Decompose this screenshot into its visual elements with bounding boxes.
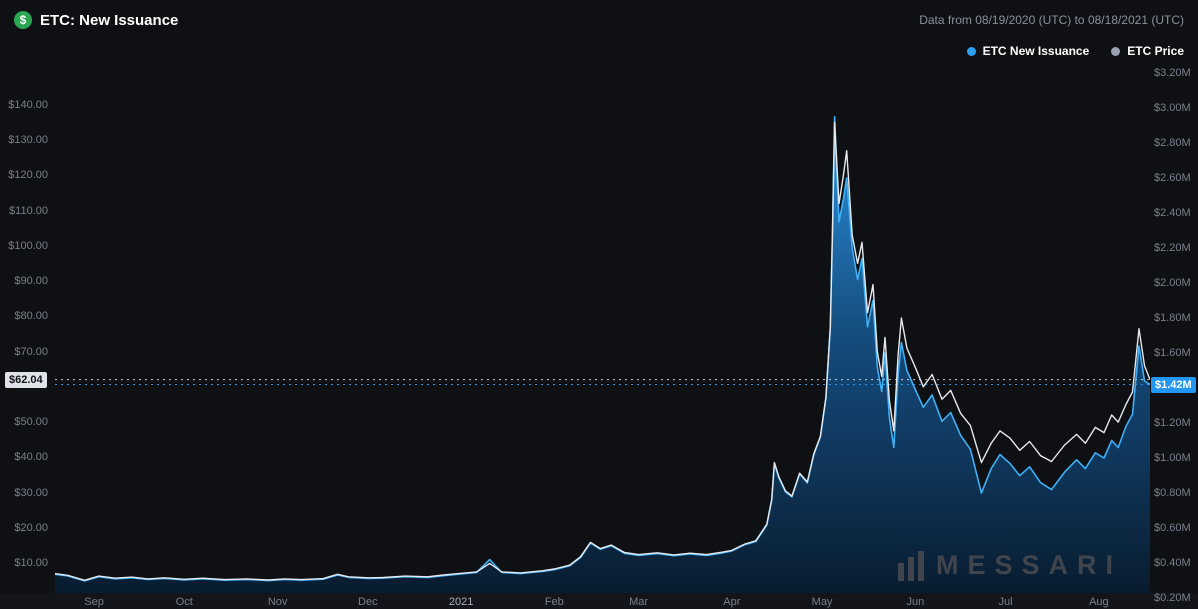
date-range-label: Data from 08/19/2020 (UTC) to 08/18/2021… [919,13,1184,27]
legend-item-new-issuance[interactable]: ETC New Issuance [966,44,1090,58]
y-axis-left-tick: $40.00 [14,451,48,464]
price-legend-dot-icon [1111,46,1121,56]
y-axis-right-tick: $0.80M [1154,487,1191,500]
x-axis-tick: Nov [267,596,288,608]
y-axis-left-tick: $90.00 [14,275,48,288]
price-issuance-chart[interactable] [55,70,1150,593]
legend-label: ETC Price [1127,44,1184,58]
y-axis-right-tick: $2.20M [1154,242,1191,254]
y-axis-left-tick: $100.00 [8,239,48,252]
y-axis-right-tick: $2.60M [1154,171,1191,184]
y-axis-right-tick: $2.40M [1154,207,1191,219]
legend-item-price[interactable]: ETC Price [1111,44,1184,58]
y-axis-right-tick: $2.80M [1154,136,1191,149]
x-axis-tick: Oct [175,596,193,608]
messari-logo-icon [898,550,924,581]
x-axis-tick: Mar [629,596,649,608]
messari-watermark-text: MESSARI [936,550,1123,580]
legend: ETC New Issuance ETC Price [966,40,1184,62]
y-axis-right-tick: $3.00M [1154,101,1191,114]
y-axis-left-tick: $110.00 [9,204,48,217]
current-price-badge: $62.04 [5,371,47,388]
issuance-legend-dot-icon [966,46,976,56]
x-axis-tick: Apr [723,596,741,608]
x-axis-tick: Dec [358,596,378,608]
messari-watermark: MESSARI [898,550,1122,581]
price-line [55,121,1150,581]
y-axis-left-tick: $30.00 [14,486,48,499]
y-axis-left-tick: $120.00 [8,169,48,182]
current-issuance-badge: $1.42M [1151,376,1196,393]
dollar-circle-icon: $ [14,11,32,29]
y-axis-left-tick: $10.00 [14,557,48,570]
y-axis-right-tick: $1.20M [1154,417,1191,430]
y-axis-left-tick: $70.00 [14,345,48,358]
issuance-area-fill [55,116,1150,593]
page-title: ETC: New Issuance [40,11,179,29]
chart-header: $ ETC: New Issuance Data from 08/19/2020… [0,0,1198,40]
x-axis-tick: May [811,596,833,608]
y-axis-right-tick: $0.40M [1154,557,1191,570]
y-axis-right-tick: $2.00M [1154,277,1191,290]
y-axis-right-tick: $1.00M [1154,452,1191,465]
y-axis-left-tick: $50.00 [14,416,48,429]
y-axis-right-tick: $0.20M [1154,592,1191,605]
y-axis-left-tick: $130.00 [8,134,48,147]
y-axis-right-tick: $1.60M [1154,347,1191,360]
x-axis-tick: Jul [998,596,1013,608]
x-axis-band [0,593,1198,609]
legend-label: ETC New Issuance [982,44,1090,58]
title-group: $ ETC: New Issuance [14,11,178,29]
x-axis-tick: Aug [1089,596,1109,608]
y-axis-right-tick: $3.20M [1154,66,1191,79]
x-axis-tick: Feb [544,596,564,608]
y-axis-right-tick: $0.60M [1154,522,1191,535]
x-axis-tick: Jun [906,596,925,608]
x-axis-tick: 2021 [448,596,474,608]
y-axis-left-tick: $20.00 [14,521,48,534]
y-axis-right-tick: $1.80M [1154,312,1191,325]
y-axis-left-tick: $80.00 [14,310,48,323]
x-axis-tick: Sep [84,596,104,608]
y-axis-left-tick: $140.00 [8,98,48,111]
